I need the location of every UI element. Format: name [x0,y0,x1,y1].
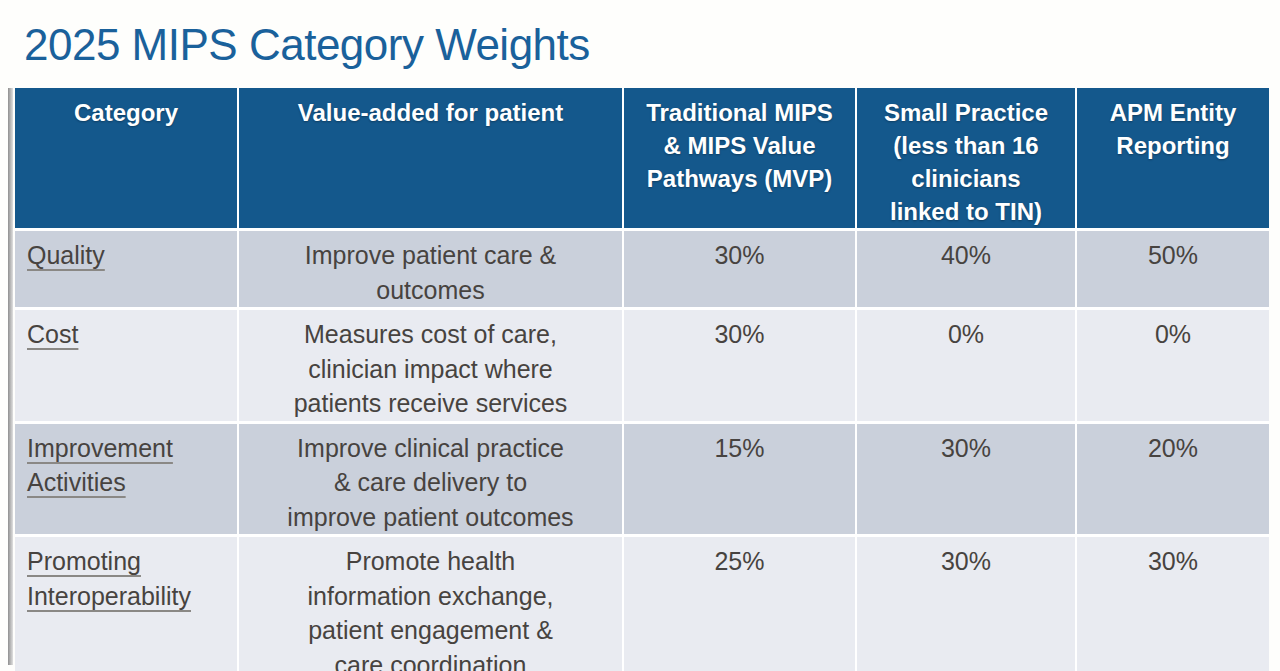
table-row-promoting-interoperability: Promoting Interoperability Promote healt… [15,536,1269,671]
page-title: 2025 MIPS Category Weights [24,20,590,70]
value-added-cell: Promote health information exchange, pat… [238,536,623,671]
apm-entity-weight: 0% [1076,309,1269,423]
traditional-mips-weight: 30% [623,230,856,309]
value-added-cell: Improve clinical practice & care deliver… [238,422,623,536]
value-added-cell: Measures cost of care, clinician impact … [238,309,623,423]
category-cell: Promoting Interoperability [15,536,238,671]
table-left-border-decoration [8,88,13,665]
small-practice-weight: 30% [856,536,1076,671]
quality-link[interactable]: Quality [27,241,105,269]
column-header-value-added: Value-added for patient [238,88,623,230]
category-cell: Improvement Activities [15,422,238,536]
column-header-traditional-mips: Traditional MIPS & MIPS Value Pathways (… [623,88,856,230]
apm-entity-weight: 50% [1076,230,1269,309]
small-practice-weight: 40% [856,230,1076,309]
traditional-mips-weight: 30% [623,309,856,423]
column-header-category: Category [15,88,238,230]
small-practice-weight: 30% [856,422,1076,536]
category-cell: Cost [15,309,238,423]
column-header-small-practice: Small Practice (less than 16 clinicians … [856,88,1076,230]
table-row-improvement-activities: Improvement Activities Improve clinical … [15,422,1269,536]
traditional-mips-weight: 15% [623,422,856,536]
improvement-activities-link[interactable]: Improvement Activities [27,434,173,497]
apm-entity-weight: 20% [1076,422,1269,536]
table-row-quality: Quality Improve patient care & outcomes … [15,230,1269,309]
apm-entity-weight: 30% [1076,536,1269,671]
value-added-cell: Improve patient care & outcomes [238,230,623,309]
mips-category-weights-table: Category Value-added for patient Traditi… [15,88,1269,671]
column-header-apm-entity: APM Entity Reporting [1076,88,1269,230]
category-cell: Quality [15,230,238,309]
cost-link[interactable]: Cost [27,320,78,348]
table-row-cost: Cost Measures cost of care, clinician im… [15,309,1269,423]
traditional-mips-weight: 25% [623,536,856,671]
header-row: Category Value-added for patient Traditi… [15,88,1269,230]
small-practice-weight: 0% [856,309,1076,423]
promoting-interoperability-link[interactable]: Promoting Interoperability [27,547,191,610]
